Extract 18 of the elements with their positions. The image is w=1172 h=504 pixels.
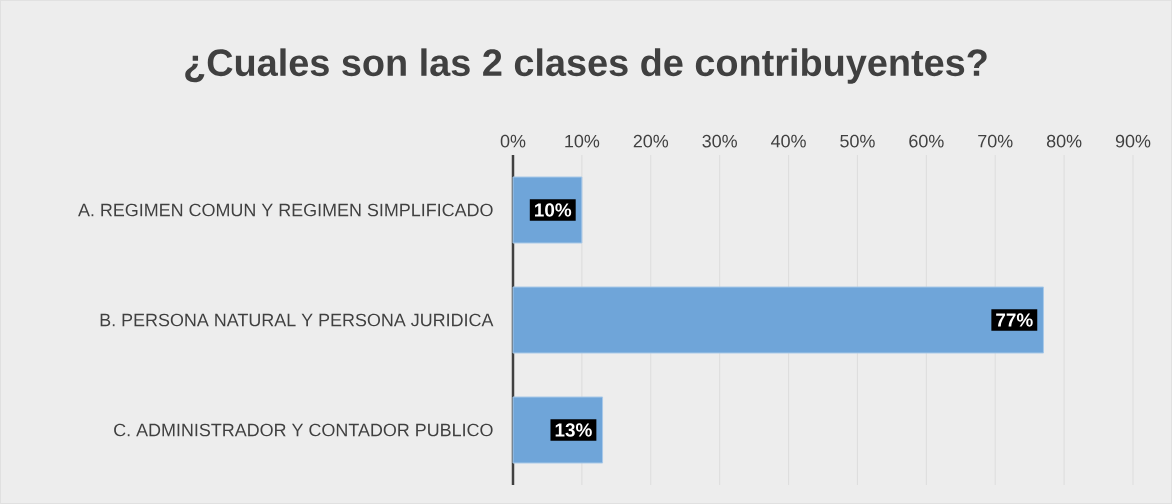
y-tick-label: A. REGIMEN COMUN Y REGIMEN SIMPLIFICADO [78,203,493,217]
data-label: 10% [534,203,572,217]
x-tick-label: 0% [500,134,526,148]
bar [512,286,1044,354]
x-tick-label: 10% [565,134,600,148]
x-tick-label: 20% [633,134,669,148]
x-tick-label: 90% [1115,134,1151,148]
x-tick-label: 50% [840,134,875,148]
data-label: 77% [996,313,1033,327]
y-tick-label: B. PERSONA NATURAL Y PERSONA JURIDICA [100,313,494,327]
x-tick-label: 40% [771,134,806,148]
x-tick-label: 70% [978,134,1013,148]
chart-title: ¿Cuales son las 2 clases de contribuyentes? [185,48,987,84]
data-label: 13% [555,423,592,437]
y-tick-label: C. ADMINISTRADOR Y CONTADOR PUBLICO [114,423,493,437]
x-tick-label: 80% [1046,134,1082,148]
x-tick-label: 60% [909,134,944,148]
x-tick-label: 30% [702,134,737,148]
